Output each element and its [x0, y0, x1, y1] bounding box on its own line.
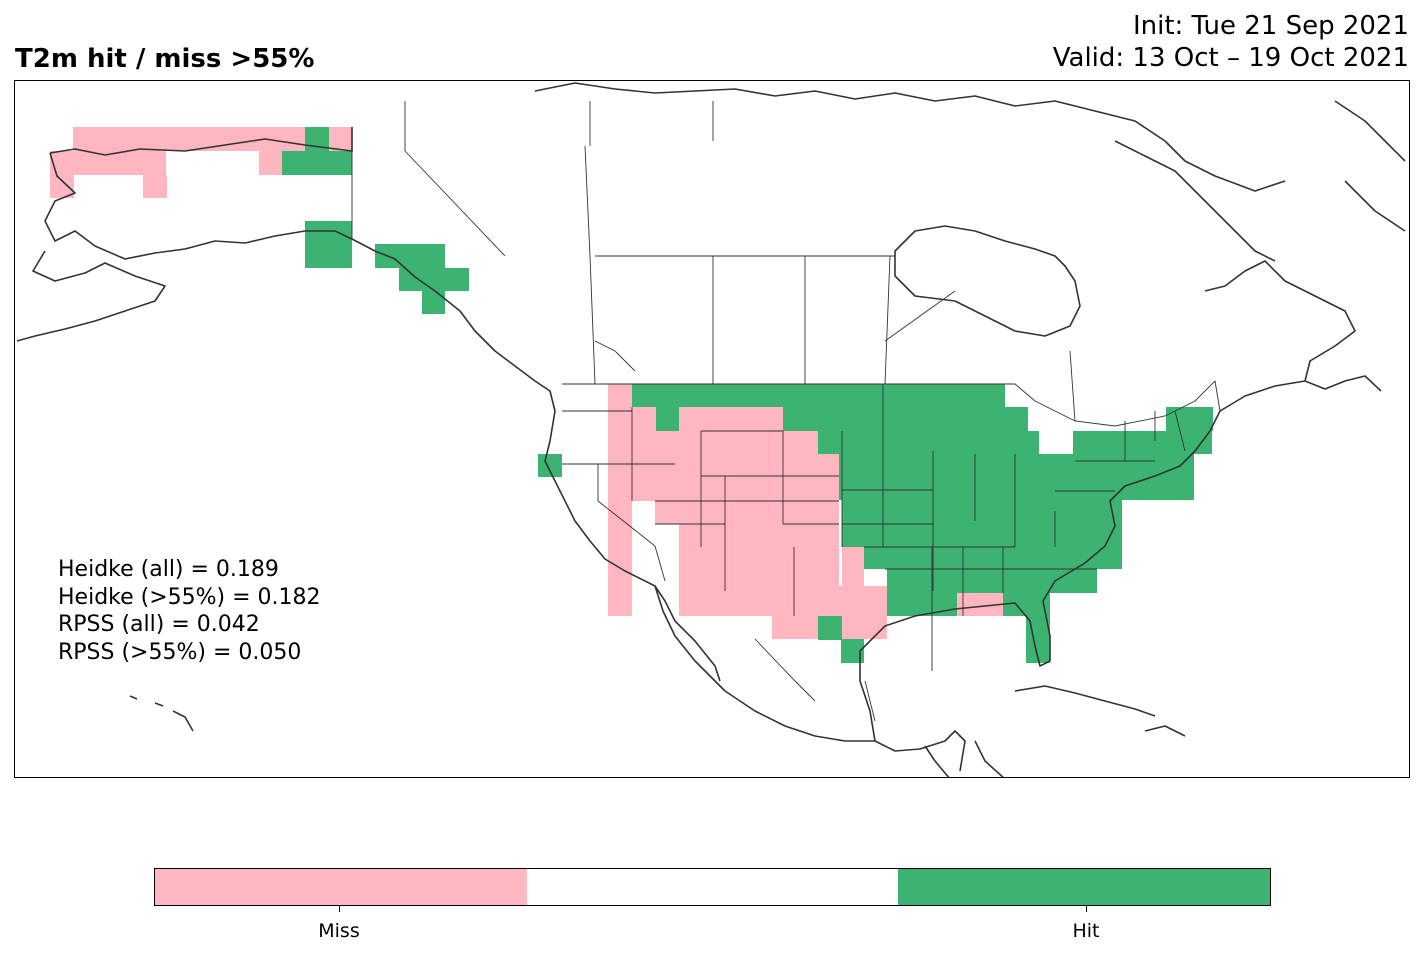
hit-cell — [932, 569, 1026, 593]
forecast-dates: Init: Tue 21 Sep 2021 Valid: 13 Oct – 19… — [1053, 10, 1409, 74]
verification-scores: Heidke (all) = 0.189 Heidke (>55%) = 0.1… — [58, 556, 321, 666]
hit-cell — [818, 616, 842, 640]
miss-cells — [50, 127, 1050, 639]
miss-cell — [329, 127, 352, 151]
heidke-all-score: Heidke (all) = 0.189 — [58, 557, 279, 582]
miss-cell — [795, 586, 887, 616]
north-america-map — [16, 82, 1406, 777]
hit-cell — [842, 524, 1122, 547]
colorbar-tick-hit — [1086, 906, 1087, 912]
hit-cell — [841, 639, 864, 663]
borders — [351, 101, 1221, 722]
miss-cell — [957, 593, 1003, 616]
hit-cell — [818, 431, 1039, 454]
hit-cell — [887, 593, 957, 616]
miss-cell — [679, 547, 839, 591]
hit-cell — [282, 151, 352, 175]
init-date: Init: Tue 21 Sep 2021 — [1132, 11, 1409, 41]
rpss-all-score: RPSS (all) = 0.042 — [58, 612, 260, 637]
hit-cells — [282, 127, 1213, 663]
miss-cell — [655, 431, 679, 524]
miss-cell — [259, 151, 283, 175]
miss-cell — [842, 547, 864, 591]
hit-cell — [656, 407, 679, 431]
hit-cell — [399, 268, 469, 291]
colorbar-neutral-segment — [526, 869, 899, 905]
colorbar — [154, 868, 1271, 906]
colorbar-miss-segment — [155, 869, 527, 905]
miss-cell — [679, 407, 783, 547]
hit-cell — [632, 384, 1005, 407]
colorbar-miss-label: Miss — [318, 920, 360, 942]
hit-cell — [305, 221, 352, 268]
hit-cell — [1073, 431, 1212, 454]
miss-cell — [143, 175, 167, 198]
hit-cell — [783, 407, 1028, 431]
miss-cell — [50, 175, 74, 198]
hit-cell — [1026, 593, 1050, 663]
map-title: T2m hit / miss >55% — [15, 44, 315, 74]
miss-cell — [632, 431, 656, 501]
miss-cell — [608, 384, 632, 616]
colorbar-hit-segment — [898, 869, 1271, 905]
colorbar-hit-label: Hit — [1072, 920, 1100, 942]
hit-cell — [422, 291, 445, 314]
heidke-55-score: Heidke (>55%) = 0.182 — [58, 584, 321, 610]
rpss-55-score: RPSS (>55%) = 0.050 — [58, 639, 302, 665]
hit-cell — [864, 547, 1122, 569]
map-panel — [14, 80, 1410, 778]
hit-cell — [1166, 407, 1213, 431]
valid-period: Valid: 13 Oct – 19 Oct 2021 — [1052, 43, 1409, 73]
colorbar-tick-miss — [339, 906, 340, 912]
coastlines — [16, 82, 1406, 777]
hit-cell — [839, 454, 1194, 500]
hit-cell — [842, 500, 1122, 524]
miss-cell — [632, 407, 656, 431]
hit-cell — [538, 454, 562, 477]
